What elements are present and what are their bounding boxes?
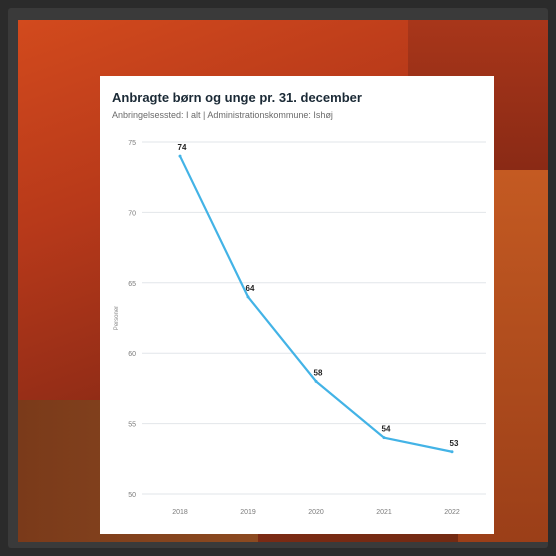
data-label: 74 — [178, 143, 187, 152]
chart-title: Anbragte børn og unge pr. 31. december — [112, 90, 362, 105]
desktop-wallpaper: Anbragte børn og unge pr. 31. december A… — [18, 20, 548, 542]
y-tick-label: 55 — [128, 422, 136, 429]
chart-card: Anbragte børn og unge pr. 31. december A… — [100, 76, 494, 534]
data-label: 53 — [450, 439, 459, 448]
data-label: 58 — [314, 368, 323, 377]
line-chart: 75 70 65 60 55 50 Personer 2018 2019 2020 2021 2022… — [114, 140, 486, 516]
series-line — [178, 154, 454, 453]
y-tick-label: 60 — [128, 351, 136, 358]
chart-subtitle: Anbringelsessted: I alt | Administration… — [112, 110, 333, 120]
data-label: 64 — [246, 284, 255, 293]
y-tick-label: 65 — [128, 281, 136, 288]
y-tick-label: 70 — [128, 210, 136, 217]
x-tick-label: 2022 — [444, 509, 460, 516]
y-tick-label: 50 — [128, 492, 136, 499]
data-label: 54 — [382, 425, 391, 434]
x-tick-label: 2020 — [308, 509, 324, 516]
y-axis-label: Personer — [114, 306, 120, 330]
data-point — [450, 450, 454, 454]
x-tick-label: 2018 — [172, 509, 188, 516]
data-point — [382, 436, 386, 440]
data-point — [246, 295, 250, 299]
x-tick-label: 2021 — [376, 509, 392, 516]
data-point — [314, 379, 318, 383]
x-tick-label: 2019 — [240, 509, 256, 516]
data-point — [178, 154, 182, 158]
y-tick-label: 75 — [128, 140, 136, 147]
